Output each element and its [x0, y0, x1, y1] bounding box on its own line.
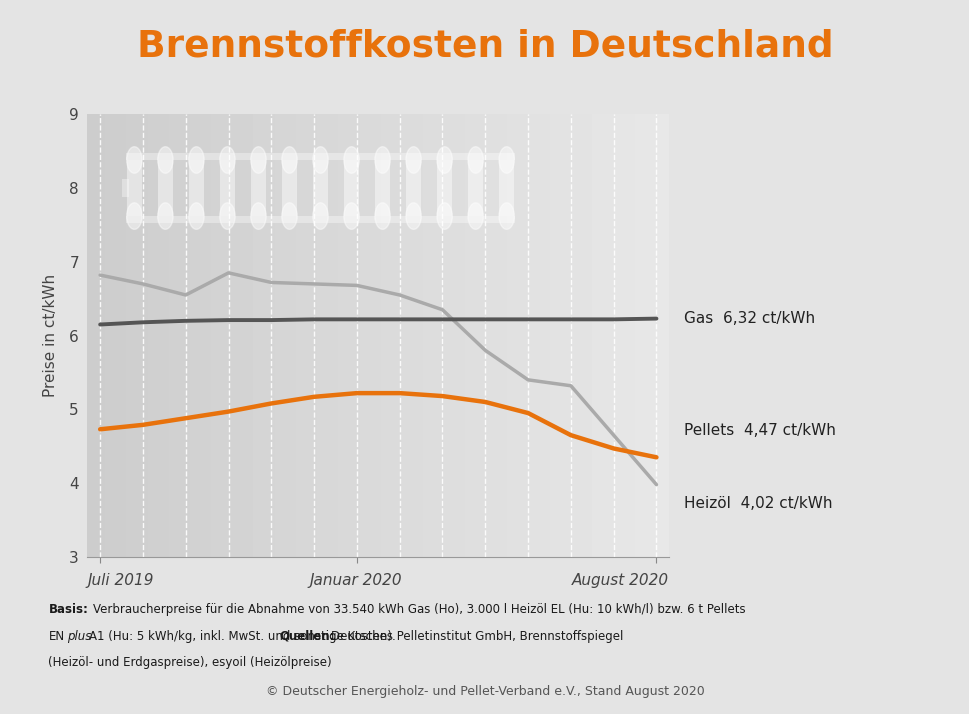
Circle shape — [467, 203, 483, 229]
Bar — [220, 160, 234, 216]
Circle shape — [467, 146, 483, 174]
Text: EN: EN — [48, 630, 65, 643]
Bar — [343, 160, 359, 216]
Circle shape — [127, 203, 141, 229]
Circle shape — [312, 146, 328, 174]
Bar — [312, 160, 328, 216]
Circle shape — [312, 203, 328, 229]
Circle shape — [251, 146, 266, 174]
Text: Heizöl  4,02 ct/kWh: Heizöl 4,02 ct/kWh — [683, 496, 831, 511]
Bar — [251, 160, 266, 216]
Circle shape — [405, 203, 421, 229]
Circle shape — [220, 146, 234, 174]
Text: Pellets  4,47 ct/kWh: Pellets 4,47 ct/kWh — [683, 423, 835, 438]
Text: Verbraucherpreise für die Abnahme von 33.540 kWh Gas (Ho), 3.000 l Heizöl EL (Hu: Verbraucherpreise für die Abnahme von 33… — [93, 603, 745, 616]
Bar — [467, 160, 483, 216]
Circle shape — [158, 146, 172, 174]
Bar — [498, 160, 514, 216]
Text: (Heizöl- und Erdgaspreise), esyoil (Heizölpreise): (Heizöl- und Erdgaspreise), esyoil (Heiz… — [48, 656, 331, 669]
Circle shape — [189, 146, 203, 174]
Text: A1 (Hu: 5 kWh/kg, inkl. MwSt. und sonstige Kosten).: A1 (Hu: 5 kWh/kg, inkl. MwSt. und sonsti… — [89, 630, 395, 643]
Bar — [158, 160, 172, 216]
Text: Deutsches Pelletinstitut GmbH, Brennstoffspiegel: Deutsches Pelletinstitut GmbH, Brennstof… — [330, 630, 622, 643]
Circle shape — [436, 146, 452, 174]
Bar — [189, 160, 203, 216]
Bar — [126, 216, 515, 223]
Circle shape — [220, 203, 234, 229]
Text: plus: plus — [67, 630, 91, 643]
Bar — [436, 160, 452, 216]
Circle shape — [343, 203, 359, 229]
Text: Brennstoffkosten in Deutschland: Brennstoffkosten in Deutschland — [137, 29, 832, 64]
Text: Juli 2019: Juli 2019 — [87, 573, 154, 588]
Bar — [127, 160, 141, 216]
Bar — [121, 179, 129, 197]
Circle shape — [343, 146, 359, 174]
Bar — [282, 160, 297, 216]
Circle shape — [498, 146, 514, 174]
Circle shape — [127, 146, 141, 174]
Text: Januar 2020: Januar 2020 — [309, 573, 402, 588]
Bar — [126, 153, 515, 160]
Circle shape — [405, 146, 421, 174]
Circle shape — [189, 203, 203, 229]
Circle shape — [374, 203, 390, 229]
Circle shape — [498, 203, 514, 229]
Text: Quellen:: Quellen: — [279, 630, 334, 643]
Circle shape — [374, 146, 390, 174]
Text: Gas  6,32 ct/kWh: Gas 6,32 ct/kWh — [683, 311, 814, 326]
Bar — [374, 160, 390, 216]
Bar — [405, 160, 421, 216]
Y-axis label: Preise in ct/kWh: Preise in ct/kWh — [43, 274, 58, 397]
Text: Basis:: Basis: — [48, 603, 88, 616]
Circle shape — [282, 203, 297, 229]
Circle shape — [158, 203, 172, 229]
Circle shape — [251, 203, 266, 229]
Text: August 2020: August 2020 — [572, 573, 669, 588]
Circle shape — [282, 146, 297, 174]
Text: © Deutscher Energieholz- und Pellet-Verband e.V., Stand August 2020: © Deutscher Energieholz- und Pellet-Verb… — [266, 685, 703, 698]
Circle shape — [436, 203, 452, 229]
